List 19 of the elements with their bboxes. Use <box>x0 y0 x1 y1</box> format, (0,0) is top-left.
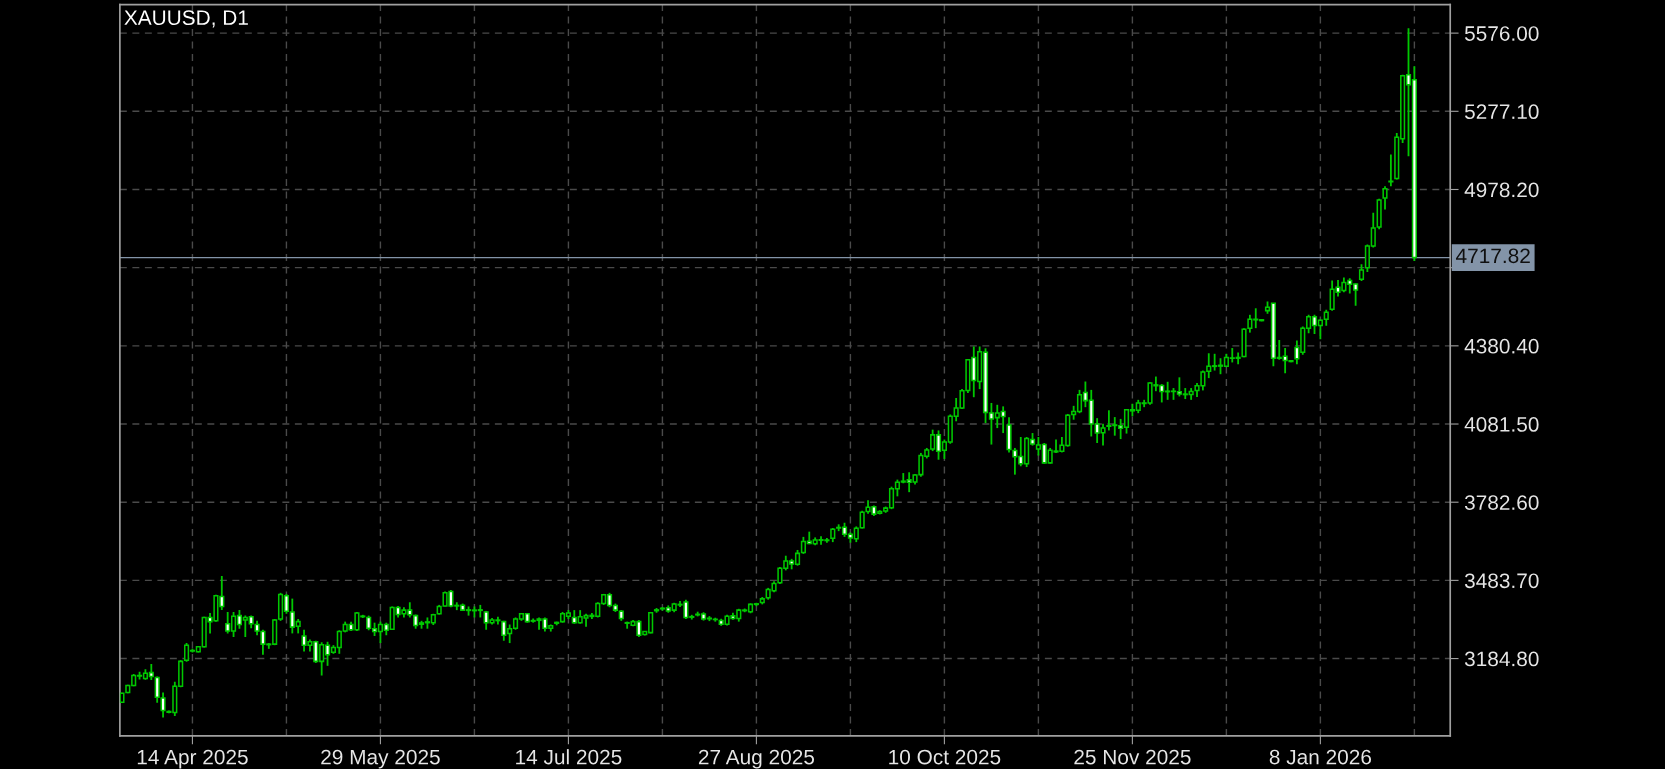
x-tick-label: 14 Jul 2025 <box>516 749 622 765</box>
ref-line-label: 4717.82 <box>1456 248 1530 264</box>
y-tick-label: 5576.00 <box>1464 26 1539 41</box>
x-tick-label: 29 May 2025 <box>321 749 440 769</box>
candlestick <box>1382 185 1388 211</box>
y-tick-label: 4081.50 <box>1464 417 1539 432</box>
y-tick-label: 3483.70 <box>1464 573 1539 589</box>
x-tick-label: 10 Oct 2025 <box>889 749 1001 765</box>
x-tick-label: 25 Nov 2025 <box>1074 749 1191 765</box>
y-tick-label: 4978.20 <box>1464 182 1539 198</box>
y-tick-label: 5277.10 <box>1464 104 1539 120</box>
chart-title: XAUUSD, D1 <box>124 10 248 28</box>
candlestick <box>1388 153 1394 188</box>
x-tick-label: 27 Aug 2025 <box>698 749 815 769</box>
y-tick-label: 4380.40 <box>1464 338 1539 354</box>
x-tick-label: 8 Jan 2026 <box>1269 749 1372 765</box>
y-tick-label: 3782.60 <box>1464 495 1539 510</box>
y-tick-label: 3184.80 <box>1464 651 1539 667</box>
x-tick-label: 14 Apr 2025 <box>137 749 248 769</box>
